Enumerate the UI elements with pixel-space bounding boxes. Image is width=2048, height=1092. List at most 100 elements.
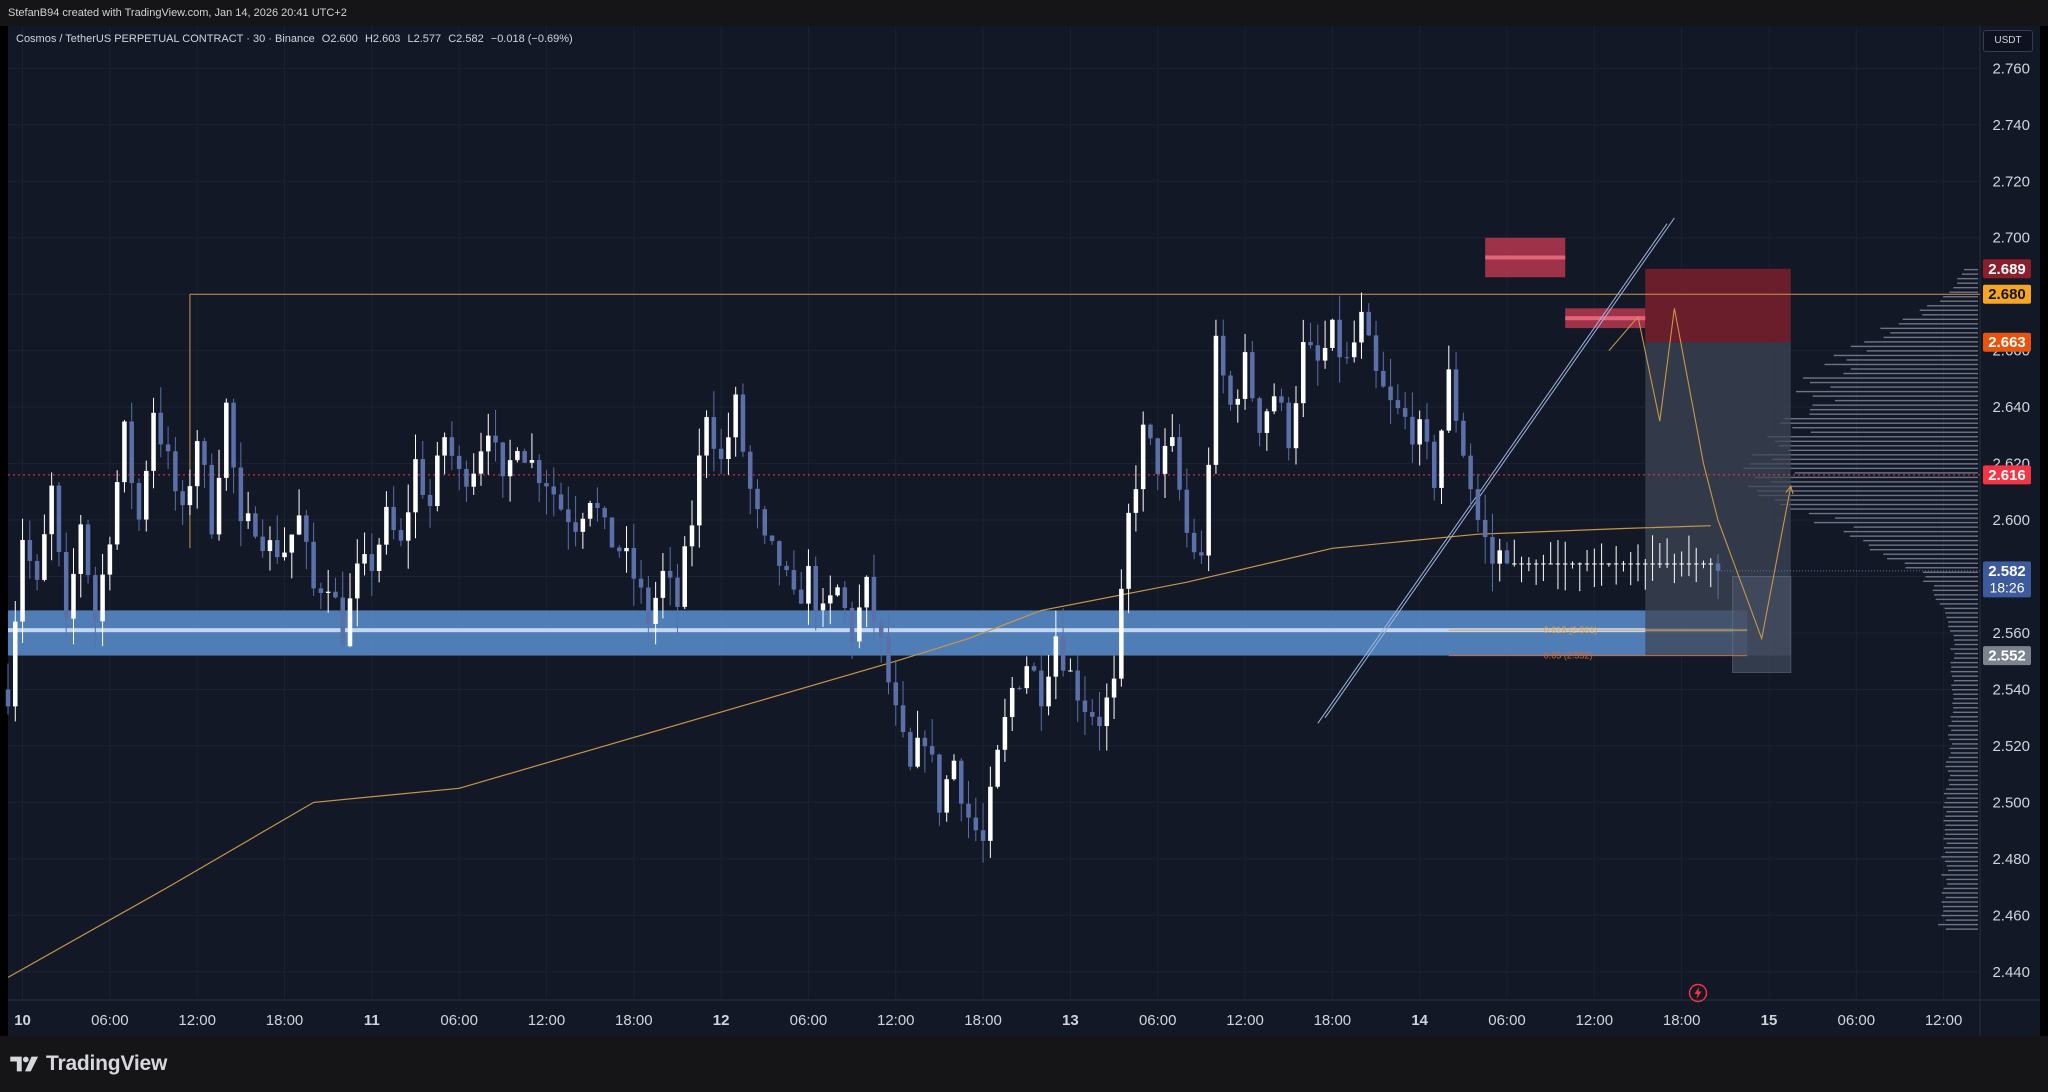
volume-profile-bar [1919,309,1978,311]
volume-profile-bar [1951,684,1978,686]
candle-body [63,551,69,619]
price-badge [1983,259,2031,279]
candle-body [886,636,891,683]
volume-profile-bar [1809,413,1978,415]
volume-profile-bar [1850,345,1978,348]
candle-body [1490,537,1495,564]
candle-body [791,570,797,590]
volume-profile-bar [1964,268,1978,271]
currency-button[interactable]: USDT [1983,30,2033,52]
time-tick-label: 12:00 [1576,1012,1614,1029]
time-tick-label: 18:00 [266,1012,304,1029]
candle-body [27,539,33,561]
candle-body [333,591,338,598]
candle-body [1097,716,1102,727]
candle-body [1089,712,1095,717]
candle-body [209,464,215,535]
candle-body [595,502,600,509]
volume-profile-bar [1946,810,1978,813]
candle-body [915,737,920,767]
candle-body [1344,357,1350,359]
candle-body [1155,438,1160,474]
volume-profile-bar [1953,679,1978,682]
candle-body [1693,563,1699,565]
candle-body [1148,424,1153,439]
candle-body [42,534,47,580]
candle-body [1650,563,1655,565]
candle-body [1060,636,1066,671]
volume-profile-bar [1902,318,1978,321]
volume-profile-bar [1812,404,1978,406]
time-tick-label: 11 [364,1012,380,1029]
credit-text: StefanB94 created with TradingView.com, … [8,7,347,19]
volume-profile-bar [1950,774,1978,777]
volume-profile-bar [1945,765,1978,768]
candle-body [1075,670,1080,701]
candle-body [653,597,658,625]
volume-profile-bar [1938,923,1978,926]
target-box [1732,576,1792,674]
candle-body [1664,563,1670,565]
time-tick-label: 12:00 [528,1012,566,1029]
candle-body [1228,375,1233,405]
volume-profile-bar [1945,851,1978,854]
projection-arrowhead [1785,484,1794,495]
candle-body [129,421,134,483]
candle-body [456,455,462,469]
candle-body [296,515,302,535]
time-tick-label: 06:00 [440,1012,478,1029]
volume-profile-bar [1946,842,1978,844]
legend-low: L2.577 [407,33,442,45]
volume-profile-bar [1942,905,1978,908]
candle-body [777,541,782,566]
brand-name: TradingView [46,1052,168,1075]
candle-body [1213,335,1219,465]
projection-path [1608,308,1792,641]
volume-profile-bar [1824,363,1978,366]
candle-body [667,570,673,578]
volume-profile-bar [1951,729,1978,732]
candle-body [413,459,418,513]
candle-body [340,597,345,647]
brand[interactable]: TradingView [10,1051,167,1077]
candle-body [202,441,207,465]
volume-profile-bar [1946,616,1978,619]
volume-profile-bar [1880,327,1978,330]
candle-body [1410,416,1415,445]
lightning-icon[interactable] [1688,983,1708,1003]
time-tick-label: 13 [1062,1012,1079,1029]
candle-body [747,451,753,489]
candle-body [1104,697,1110,727]
candle-body [551,486,557,495]
volume-profile-bar [1758,494,1978,497]
volume-profile-bar [1904,562,1978,564]
candle-body [1461,420,1466,456]
candle-body [304,515,309,542]
volume-profile-bar [1939,603,1978,605]
time-tick-label: 06:00 [1838,1012,1876,1029]
legend-close: C2.582 [448,33,484,45]
candle-body [1570,563,1575,565]
time-tick-label: 18:00 [615,1012,653,1029]
candle-body [1388,386,1393,401]
volume-profile-bar [1949,783,1978,786]
candle-body [973,817,979,831]
candle-body [697,455,702,526]
candle-body [20,539,25,622]
candle-body [704,417,709,456]
volume-profile-bar [1883,336,1978,339]
candle-body [427,494,433,507]
candle-body [1672,563,1677,565]
candle-body [755,488,760,510]
candle-body [224,402,229,478]
candle-body [500,442,506,477]
volume-profile-bar [1925,576,1978,578]
volume-profile-bar [1790,508,1978,510]
candle-body [85,524,91,576]
candle-body [682,546,687,607]
volume-profile-bar [1941,892,1978,894]
candle-body [937,754,942,813]
candle-body [486,435,491,452]
candle-body [529,460,535,463]
